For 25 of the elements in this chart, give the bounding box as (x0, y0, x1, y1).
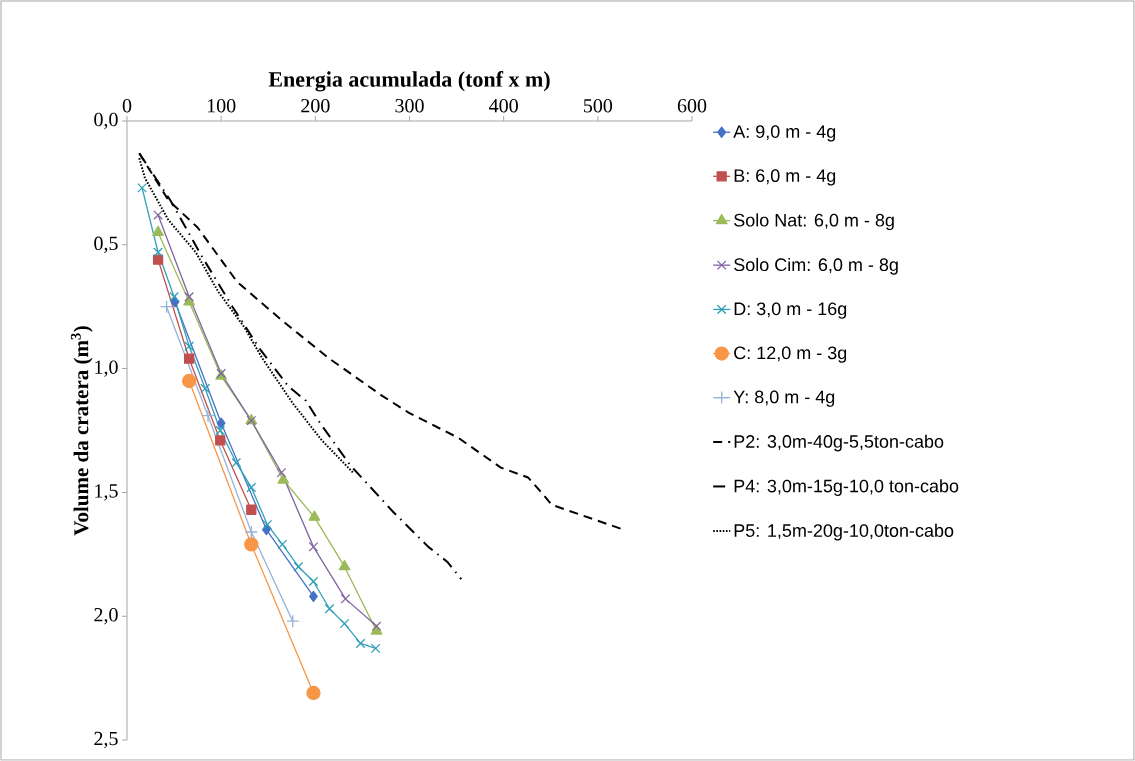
y-tick-label: 2,5 (94, 731, 118, 749)
legend-label: C: 12,0 m - 3g (734, 346, 847, 363)
legend-label: A: 9,0 m - 4g (733, 125, 836, 142)
x-tick-label: 100 (207, 98, 236, 113)
y-tick-label: 1,0 (95, 360, 118, 377)
x-tick-label: 600 (677, 98, 707, 113)
legend-label: Solo Nat: 6,0 m - 8g (734, 213, 894, 231)
chart-title: Energia acumulada (tonf x m) (268, 71, 550, 92)
y-tick-label: 0,5 (94, 236, 118, 253)
legend-label: P5: 1,5m-20g-10,0ton-cabo (734, 523, 954, 541)
x-tick-label: 300 (395, 98, 424, 113)
y-axis-title: Volume da cratera (m$^{3}$) (70, 326, 93, 536)
legend-label: P4: 3,0m-15g-10,0 ton-cabo (734, 479, 959, 496)
legend-label: D: 3,0 m - 16g (734, 302, 847, 319)
x-tick-label: 200 (301, 98, 330, 113)
legend-label: P2: 3,0m-40g-5,5ton-cabo (734, 434, 944, 452)
y-tick-label: 0,0 (94, 112, 118, 130)
legend-label: Solo Cim: 6,0 m - 8g (734, 257, 898, 275)
x-tick-label: 0 (122, 98, 132, 113)
x-tick-label: 500 (584, 98, 613, 113)
x-tick-label: 400 (489, 98, 518, 113)
legend-label: B: 6,0 m - 4g (734, 169, 836, 186)
legend-label: Y: 8,0 m - 4g (733, 390, 835, 407)
y-tick-label: 2,0 (94, 608, 118, 625)
y-tick-label: 1,5 (95, 484, 118, 501)
